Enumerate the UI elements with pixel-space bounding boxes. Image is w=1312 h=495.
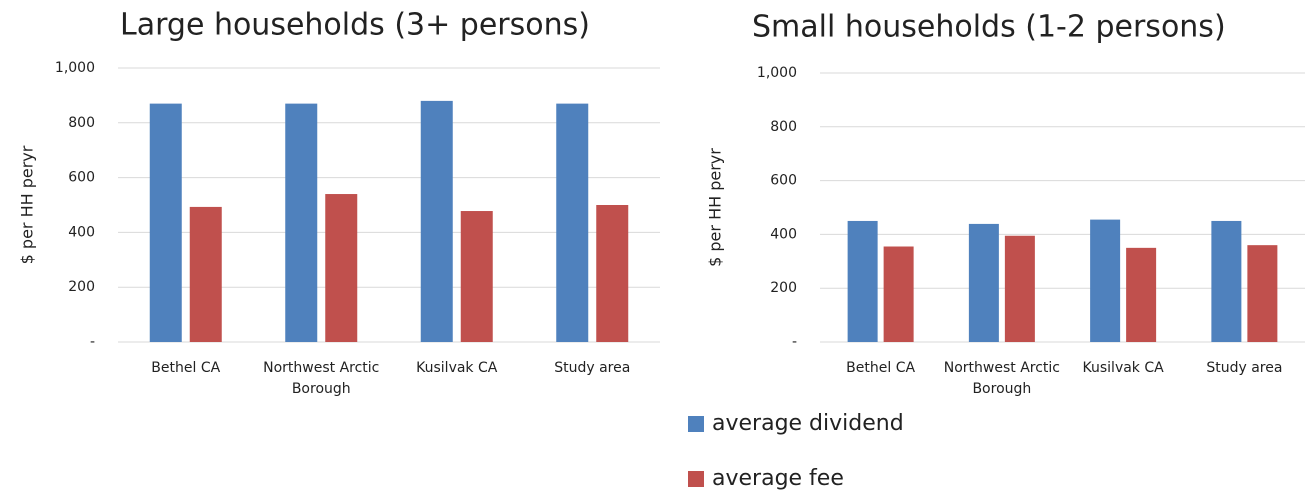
- bar: [325, 194, 358, 342]
- x-tick-label: Study area: [1206, 360, 1283, 376]
- bar: [1211, 220, 1242, 342]
- x-tick-label: Study area: [554, 360, 631, 376]
- bar: [1004, 235, 1035, 342]
- x-tick-label: Bethel CA: [846, 360, 916, 376]
- y-tick-label: 800: [68, 115, 95, 131]
- x-tick-label: Northwest Arctic Borough: [943, 360, 1060, 397]
- bar: [189, 206, 222, 342]
- y-tick-label: 1,000: [757, 65, 797, 81]
- y-tick-label: 400: [68, 224, 95, 240]
- legend-label: average dividend: [712, 411, 904, 436]
- y-tick-label: 200: [770, 280, 797, 296]
- bar: [1090, 219, 1121, 342]
- y-tick-label: 200: [68, 279, 95, 295]
- y-tick-label: 600: [68, 170, 95, 186]
- y-tick-label: 800: [770, 119, 797, 135]
- legend-swatch: [688, 416, 704, 432]
- bar: [420, 100, 453, 342]
- chart-title: Small households (1-2 persons): [752, 10, 1226, 45]
- bar: [1247, 245, 1278, 342]
- x-tick-label: Northwest Arctic Borough: [263, 360, 380, 397]
- legend-swatch: [688, 471, 704, 487]
- y-tick-label: -: [90, 334, 95, 350]
- y-tick-label: 600: [770, 173, 797, 189]
- bar: [149, 103, 182, 343]
- x-tick-label: Kusilvak CA: [1082, 360, 1164, 376]
- y-axis-label: $ per HH peryr: [18, 145, 37, 264]
- y-tick-label: 400: [770, 226, 797, 242]
- bar: [596, 205, 629, 342]
- bar: [460, 211, 493, 342]
- bar: [1126, 247, 1157, 342]
- bar: [847, 220, 878, 342]
- x-tick-label: Bethel CA: [151, 360, 221, 376]
- x-tick-label: Kusilvak CA: [416, 360, 498, 376]
- y-tick-label: 1,000: [55, 60, 95, 76]
- y-tick-label: -: [792, 334, 797, 350]
- chart-title: Large households (3+ persons): [120, 8, 590, 43]
- bar: [556, 103, 589, 343]
- bar: [285, 103, 318, 343]
- legend-label: average fee: [712, 466, 844, 491]
- bar: [883, 246, 914, 342]
- bar: [968, 223, 999, 342]
- y-axis-label: $ per HH peryr: [706, 148, 725, 267]
